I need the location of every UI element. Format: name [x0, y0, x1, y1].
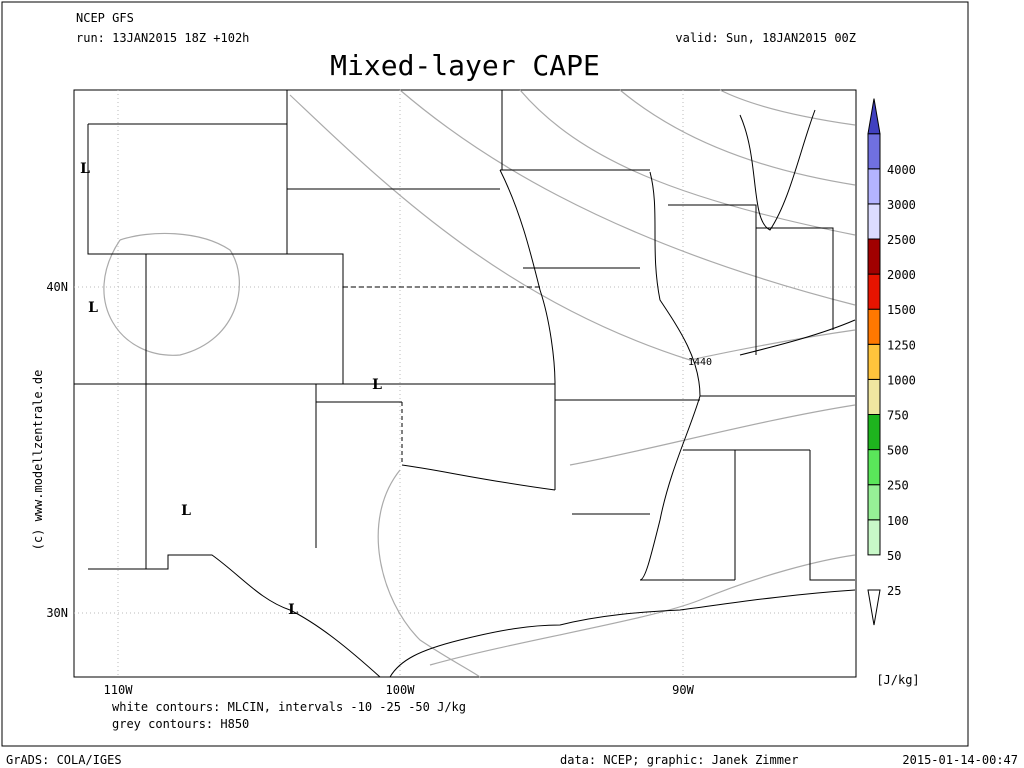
- model: NCEP GFS: [76, 11, 134, 25]
- colorbar-label: 100: [887, 514, 909, 528]
- colorbar-label: 50: [887, 549, 901, 563]
- colorbar-label: 1000: [887, 373, 916, 387]
- colorbar-box: [867, 519, 881, 556]
- colorbar-box: [867, 238, 881, 275]
- footer-source: data: NCEP; graphic: Janek Zimmer: [560, 753, 798, 767]
- grey-contours: [103, 89, 856, 678]
- colorbar-label: 25: [887, 584, 901, 598]
- colorbar-label: 4000: [887, 163, 916, 177]
- low-marker: L: [288, 602, 298, 618]
- lon-label: 90W: [672, 683, 694, 697]
- colorbar-triangle: [867, 589, 881, 626]
- colorbar-label: 250: [887, 479, 909, 493]
- run: run: 13JAN2015 18Z +102h: [76, 31, 249, 45]
- footer-software: GrADS: COLA/IGES: [6, 753, 122, 767]
- lat-label: 30N: [46, 606, 68, 620]
- lon-label: 100W: [386, 683, 416, 697]
- contour-label: 1440: [688, 357, 712, 368]
- note: grey contours: H850: [112, 717, 249, 731]
- colorbar-triangle: [867, 98, 881, 135]
- low-marker: L: [372, 377, 382, 393]
- colorbar-label: 1500: [887, 303, 916, 317]
- colorbar-box: [867, 484, 881, 521]
- colorbar-box: [867, 273, 881, 310]
- colorbar-box: [867, 168, 881, 205]
- colorbar-box: [867, 203, 881, 240]
- low-marker: L: [181, 503, 191, 519]
- colorbar-box: [867, 308, 881, 345]
- map: L L L L L 1440 40N 30N 110W 100W 90W: [46, 89, 857, 697]
- low-marker: L: [80, 161, 90, 177]
- colorbar-box: [867, 343, 881, 380]
- colorbar-label: 2500: [887, 233, 916, 247]
- frame: [1, 1, 969, 747]
- colorbar-label: 500: [887, 444, 909, 458]
- credit: (c) www.modellzentrale.de: [31, 370, 45, 551]
- colorbar-box: [867, 449, 881, 486]
- colorbar-label: 750: [887, 409, 909, 423]
- low-marker: L: [88, 300, 98, 316]
- title: Mixed-layer CAPE: [330, 49, 600, 82]
- colorbar-box: [867, 378, 881, 415]
- colorbar-label: 3000: [887, 198, 916, 212]
- valid: valid: Sun, 18JAN2015 00Z: [675, 31, 856, 45]
- note: white contours: MLCIN, intervals -10 -25…: [112, 700, 466, 714]
- lat-label: 40N: [46, 280, 68, 294]
- colorbar-label: 2000: [887, 268, 916, 282]
- boundaries: [74, 90, 856, 678]
- colorbar-label: 1250: [887, 338, 916, 352]
- colorbar: 25 50 100 250 500 750 1000 1250 1500 2000 2500 3000…: [867, 98, 916, 626]
- colorbar-box: [867, 414, 881, 451]
- lon-label: 110W: [104, 683, 134, 697]
- footer-timestamp: 2015-01-14-00:47: [902, 753, 1018, 767]
- colorbar-unit: [J/kg]: [876, 673, 919, 687]
- colorbar-box: [867, 133, 881, 170]
